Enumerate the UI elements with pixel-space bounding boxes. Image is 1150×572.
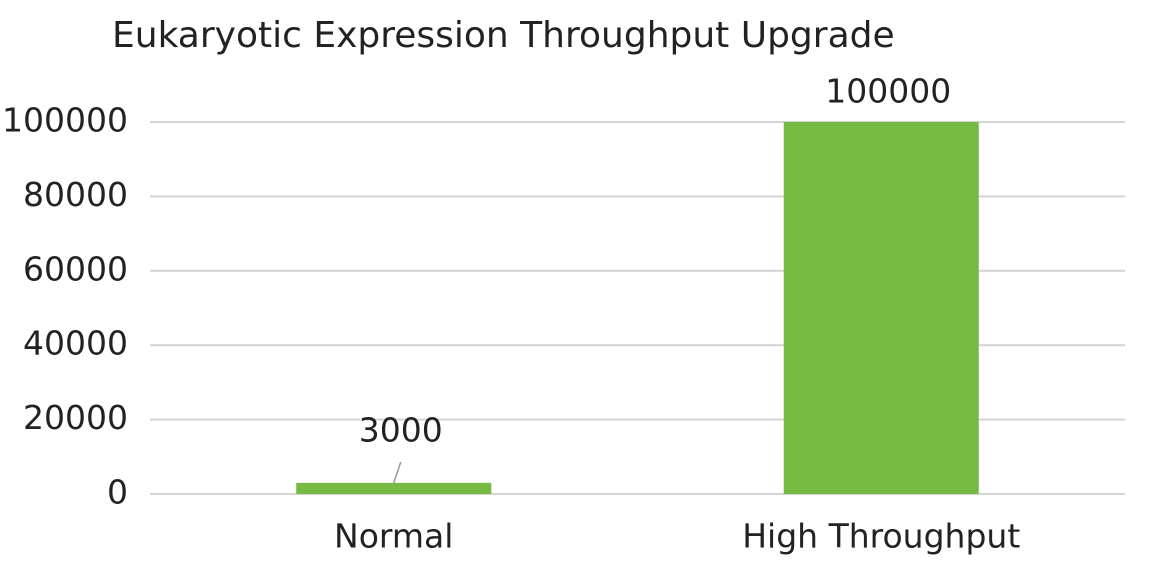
y-tick-label: 20000: [23, 398, 128, 437]
y-tick-label: 80000: [23, 175, 128, 214]
y-tick-label: 100000: [2, 101, 128, 140]
chart-title: Eukaryotic Expression Throughput Upgrade: [112, 15, 895, 56]
x-tick-label: Normal: [334, 517, 453, 556]
x-tick-label: High Throughput: [742, 517, 1020, 556]
y-tick-label: 40000: [23, 324, 128, 363]
bar: [783, 122, 979, 494]
value-label: 3000: [359, 411, 443, 450]
leader-line: [393, 461, 402, 484]
y-tick-label: 0: [107, 473, 128, 512]
bar: [296, 482, 492, 494]
y-tick-label: 60000: [23, 249, 128, 288]
value-label: 100000: [825, 72, 951, 111]
